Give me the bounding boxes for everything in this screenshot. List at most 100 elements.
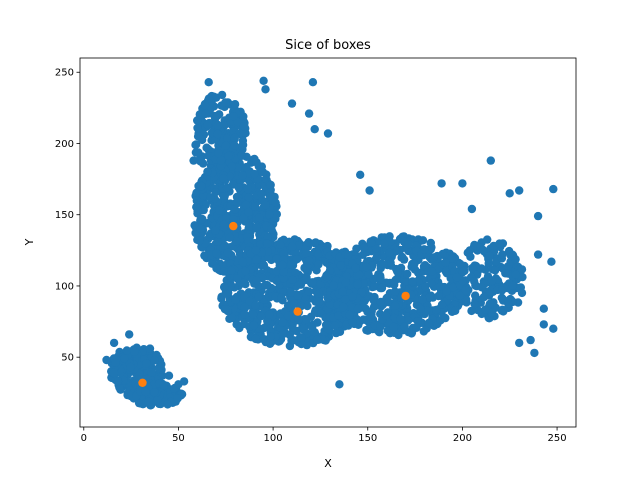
data-point [245, 222, 254, 231]
data-point [250, 202, 260, 211]
data-point [498, 250, 507, 259]
data-point [230, 100, 240, 109]
data-point [437, 300, 447, 309]
data-point [227, 162, 237, 171]
data-point [109, 338, 119, 348]
data-point [232, 198, 242, 207]
data-point [229, 112, 238, 121]
data-point [197, 135, 207, 145]
data-point [515, 338, 524, 348]
data-point [421, 282, 430, 292]
data-point [278, 260, 287, 270]
data-point [251, 301, 260, 310]
data-point [220, 191, 229, 200]
y-tick-label: 100 [55, 281, 74, 292]
data-point [244, 208, 253, 217]
data-point [154, 364, 163, 373]
data-point [224, 151, 233, 161]
data-point [518, 272, 527, 282]
data-point [478, 245, 488, 254]
data-point [292, 255, 302, 264]
data-point [455, 291, 465, 300]
data-point [231, 295, 240, 304]
x-tick-label: 0 [81, 433, 87, 444]
data-point [533, 211, 543, 221]
data-point [202, 143, 211, 152]
data-point [302, 273, 311, 282]
centroid-point [401, 291, 410, 301]
data-point [429, 253, 438, 262]
data-point [356, 170, 365, 179]
data-point [192, 140, 201, 149]
data-point [196, 224, 205, 233]
data-point [389, 322, 398, 332]
data-point [369, 296, 378, 305]
data-point [481, 305, 490, 314]
data-point [403, 316, 413, 325]
data-point [294, 241, 303, 250]
data-point [229, 215, 238, 224]
data-point [359, 315, 368, 324]
data-point [255, 213, 264, 222]
data-point [549, 184, 558, 194]
centroid-point [229, 221, 238, 231]
data-point [458, 267, 468, 276]
data-point [221, 141, 230, 150]
data-point [225, 233, 234, 242]
data-point [335, 380, 344, 389]
data-point [214, 148, 223, 158]
x-tick-label: 200 [453, 433, 472, 444]
data-point [515, 186, 524, 195]
data-point [348, 318, 357, 327]
data-point [201, 109, 210, 119]
data-point [267, 224, 276, 234]
data-point [219, 220, 229, 229]
data-point [256, 312, 266, 321]
data-point [109, 368, 119, 378]
data-point [485, 299, 495, 308]
data-point [503, 299, 513, 308]
data-point [322, 272, 332, 282]
data-point [164, 371, 174, 380]
data-point [289, 336, 298, 345]
data-point [436, 282, 445, 291]
data-point [334, 311, 343, 320]
y-tick-label: 250 [55, 68, 74, 79]
data-point [130, 347, 139, 356]
data-point [467, 306, 476, 316]
data-point [391, 301, 400, 310]
data-point [353, 304, 363, 313]
data-point [220, 241, 230, 250]
data-point [102, 355, 111, 365]
data-point [458, 179, 467, 188]
data-point [279, 274, 288, 283]
data-point [418, 295, 427, 304]
data-point [142, 359, 151, 368]
data-point [214, 206, 224, 215]
data-point [211, 93, 220, 102]
data-point [147, 368, 156, 377]
data-point [446, 274, 455, 283]
data-point [227, 266, 236, 275]
data-point [434, 291, 443, 301]
data-point [293, 291, 303, 300]
data-point [351, 263, 360, 273]
data-point [449, 283, 458, 292]
data-point [397, 253, 406, 262]
data-point [345, 310, 354, 320]
data-point [211, 188, 220, 197]
data-point [396, 314, 405, 324]
data-point [413, 317, 422, 326]
data-point [193, 123, 202, 133]
data-point [490, 266, 500, 275]
data-point [271, 198, 280, 207]
data-point [125, 330, 134, 339]
data-point [220, 282, 229, 292]
data-point [302, 315, 311, 324]
data-point [216, 155, 226, 165]
data-point [437, 179, 446, 188]
data-point [227, 313, 237, 323]
data-point [226, 282, 235, 292]
data-point [352, 244, 361, 253]
data-point [192, 202, 201, 212]
